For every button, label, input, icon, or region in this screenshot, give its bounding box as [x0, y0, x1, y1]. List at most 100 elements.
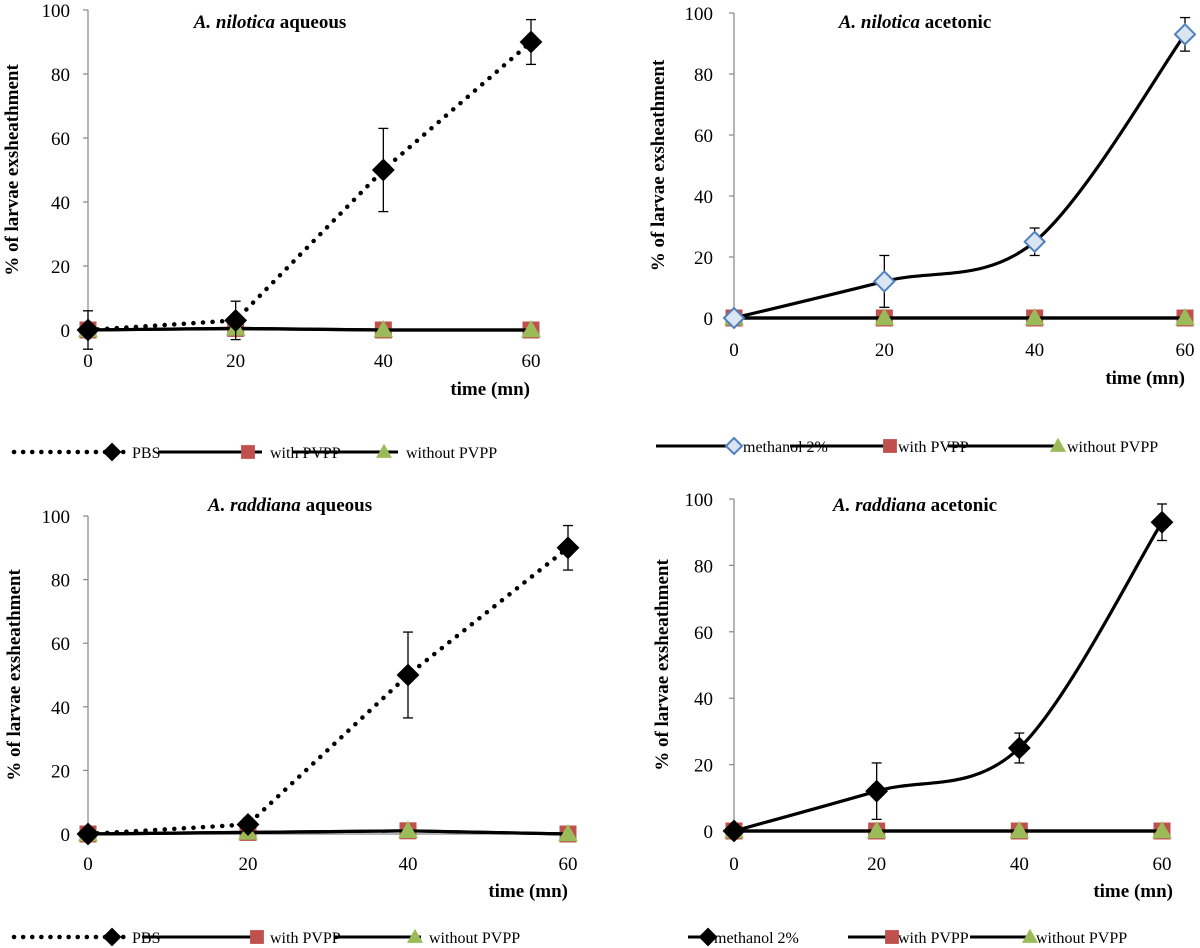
data-point-triangle [373, 319, 394, 338]
legend-item: without PVPP [970, 928, 1127, 947]
data-point-diamond [556, 536, 580, 560]
legend-marker-diamond [724, 436, 744, 456]
x-tick-label: 0 [729, 340, 739, 361]
legend-label: without PVPP [1067, 439, 1158, 456]
legend-item: with PVPP [790, 439, 969, 456]
y-tick-label: 80 [51, 571, 70, 592]
x-axis-label: time (mn) [1105, 368, 1185, 389]
data-point-triangle [1175, 307, 1195, 326]
data-point-triangle [1024, 307, 1045, 326]
legend-item: PBS [11, 927, 160, 947]
y-axis-label: % of larvae exsheathment [4, 569, 25, 781]
y-tick-label: 40 [51, 698, 70, 719]
legend-item: methanol 2% [688, 927, 799, 947]
series-line [87, 829, 569, 836]
chart-title: A. raddiana acetonic [832, 495, 997, 516]
series-line [85, 545, 571, 837]
series-methanol-2- [722, 16, 1197, 330]
y-tick-label: 20 [694, 756, 713, 777]
y-tick-label: 40 [51, 193, 70, 214]
data-point-diamond [1023, 230, 1047, 254]
data-point-triangle [398, 820, 418, 839]
legend-item: without PVPP [292, 443, 497, 462]
y-axis-label: % of larvae exsheathment [652, 559, 673, 771]
chart-panel-1: 0 20 40 60 80 100 0 20 40 60 % of larvae exsheathm… [2, 1, 543, 462]
x-tick-label: 40 [374, 351, 393, 372]
data-point-diamond [224, 308, 248, 332]
chart-title-extract: aqueous [301, 495, 372, 516]
y-tick-label: 100 [42, 1, 71, 22]
y-tick-label: 100 [685, 4, 714, 25]
data-point-diamond [76, 822, 100, 846]
legend-marker-triangle [1021, 928, 1039, 943]
data-point-triangle [558, 823, 578, 842]
y-tick-label: 40 [694, 187, 713, 208]
x-tick-label: 60 [559, 854, 578, 875]
chart-title: A. nilotica acetonic [838, 12, 992, 33]
legend-item: without PVPP [948, 437, 1158, 456]
x-tick-label: 60 [1153, 854, 1172, 875]
y-tick-label: 100 [42, 507, 71, 528]
chart-title: A. raddiana aqueous [207, 495, 372, 516]
legend-label: PBS [132, 445, 160, 462]
legend-label: methanol 2% [743, 439, 828, 456]
data-point-diamond [722, 819, 746, 843]
series-line [733, 521, 1164, 833]
x-axis-label: time (mn) [1093, 881, 1173, 902]
y-tick-label: 0 [61, 825, 71, 846]
x-tick-label: 0 [729, 854, 739, 875]
chart-title-species: A. nilotica [838, 12, 921, 33]
chart-title: A. nilotica aqueous [193, 12, 347, 33]
data-point-diamond [872, 269, 896, 293]
x-tick-label: 20 [239, 854, 258, 875]
x-tick-label: 40 [1010, 854, 1029, 875]
series-pbs [76, 524, 580, 846]
y-tick-label: 0 [61, 321, 71, 342]
chart-title-extract: aqueous [275, 12, 346, 33]
legend-item: without PVPP [334, 928, 520, 947]
chart-panel-4: 0 20 40 60 80 100 0 20 40 60 % of larvae exsheathm… [652, 490, 1174, 947]
y-tick-label: 20 [51, 761, 70, 782]
y-tick-label: 60 [51, 129, 70, 150]
legend-label: methanol 2% [714, 930, 799, 947]
legend-marker-triangle [406, 928, 424, 943]
chart-title-extract: acetonic [920, 12, 991, 33]
data-point-triangle [521, 319, 541, 338]
x-tick-label: 20 [875, 340, 894, 361]
y-tick-label: 0 [704, 309, 714, 330]
legend-label: with PVPP [898, 439, 969, 456]
legend-item: PBS [11, 442, 160, 462]
legend-marker-diamond [102, 442, 122, 462]
series-line [87, 326, 531, 332]
chart-title-extract: acetonic [926, 495, 997, 516]
series-pbs [76, 18, 543, 350]
legend-marker-triangle [375, 443, 393, 458]
x-axis-label: time (mn) [488, 881, 568, 902]
legend-label: with PVPP [898, 930, 969, 947]
y-axis-label: % of larvae exsheathment [2, 64, 23, 276]
legend-label: without PVPP [429, 930, 520, 947]
y-tick-label: 60 [51, 634, 70, 655]
x-tick-label: 0 [83, 351, 93, 372]
x-tick-label: 20 [226, 351, 245, 372]
y-tick-label: 100 [685, 490, 714, 511]
legend-marker-triangle [1049, 437, 1067, 452]
y-tick-label: 40 [694, 689, 713, 710]
data-point-diamond [396, 663, 420, 687]
x-axis-label: time (mn) [450, 379, 530, 400]
y-axis-label: % of larvae exsheathment [648, 59, 669, 271]
series-without-pvpp [724, 820, 1172, 839]
chart-title-species: A. raddiana [832, 495, 926, 516]
x-tick-label: 40 [399, 854, 418, 875]
legend-marker-square [250, 930, 264, 944]
y-tick-label: 0 [704, 822, 714, 843]
chart-title-species: A. raddiana [207, 495, 301, 516]
x-tick-label: 40 [1025, 340, 1044, 361]
legend-label: without PVPP [406, 445, 497, 462]
y-tick-label: 80 [694, 65, 713, 86]
x-tick-label: 60 [522, 351, 541, 372]
data-point-triangle [866, 820, 887, 839]
legend-item: methanol 2% [656, 436, 828, 456]
